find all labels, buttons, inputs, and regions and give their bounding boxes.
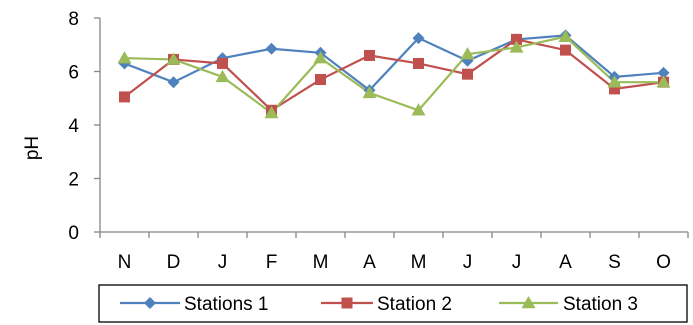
- y-axis-label: pH: [22, 136, 43, 160]
- data-point-series-3: [362, 85, 377, 99]
- y-tick-label: 4: [68, 116, 79, 137]
- x-tick-label: J: [218, 252, 228, 273]
- data-point-series-1: [167, 76, 180, 89]
- data-point-series-1: [412, 32, 425, 45]
- legend-label-1: Stations 1: [184, 294, 269, 315]
- legend-marker-2: [341, 297, 353, 309]
- y-tick-label: 8: [68, 9, 79, 30]
- data-point-series-2: [609, 83, 620, 95]
- data-point-series-3: [215, 69, 230, 83]
- x-tick-label: J: [463, 252, 473, 273]
- x-tick-label: M: [411, 252, 427, 273]
- data-point-series-1: [657, 66, 670, 79]
- data-point-series-2: [462, 68, 473, 80]
- data-point-series-2: [217, 57, 228, 69]
- series-line-3: [124, 35, 664, 115]
- data-point-series-3: [166, 52, 181, 65]
- series-line-2: [123, 38, 664, 112]
- data-point-series-3: [313, 51, 328, 64]
- data-point-series-3: [558, 29, 573, 42]
- tick-labels: 0 2 4 6 8 N D J F M A M J J A S O: [68, 9, 670, 273]
- data-point-series-2: [511, 33, 522, 45]
- legend: Stations 1 Station 2 Station 3: [98, 284, 688, 323]
- y-tick-label: 2: [68, 170, 79, 191]
- data-point-series-1: [265, 42, 278, 55]
- data-point-series-3: [607, 75, 622, 88]
- x-tick-label: O: [656, 252, 671, 273]
- x-tick-label: A: [559, 252, 572, 273]
- x-tick-label: D: [167, 252, 181, 273]
- x-tick-label: M: [313, 252, 329, 273]
- y-tick-label: 0: [68, 223, 79, 244]
- data-point-series-2: [364, 49, 375, 61]
- legend-label-3: Station 3: [563, 294, 638, 315]
- axes: [94, 17, 689, 238]
- legend-label-2: Station 2: [377, 294, 452, 315]
- data-point-series-2: [560, 44, 571, 56]
- x-tick-label: F: [266, 252, 278, 273]
- data-point-series-2: [315, 74, 326, 86]
- data-point-series-3: [656, 75, 671, 88]
- plot-area: [117, 29, 671, 119]
- x-tick-label: S: [608, 252, 621, 273]
- y-tick-label: 6: [68, 63, 79, 84]
- x-tick-label: J: [512, 252, 522, 273]
- data-point-series-2: [413, 57, 424, 69]
- legend-marker-1: [144, 297, 156, 309]
- data-point-series-3: [411, 103, 426, 116]
- legend-box: [98, 284, 688, 323]
- data-point-series-3: [460, 47, 475, 60]
- data-point-series-3: [509, 40, 524, 53]
- data-point-series-3: [264, 105, 279, 119]
- x-tick-label: N: [118, 252, 132, 273]
- legend-marker-3: [521, 296, 536, 309]
- x-tick-label: A: [363, 252, 376, 273]
- data-point-series-3: [117, 51, 132, 64]
- data-point-series-2: [119, 91, 130, 103]
